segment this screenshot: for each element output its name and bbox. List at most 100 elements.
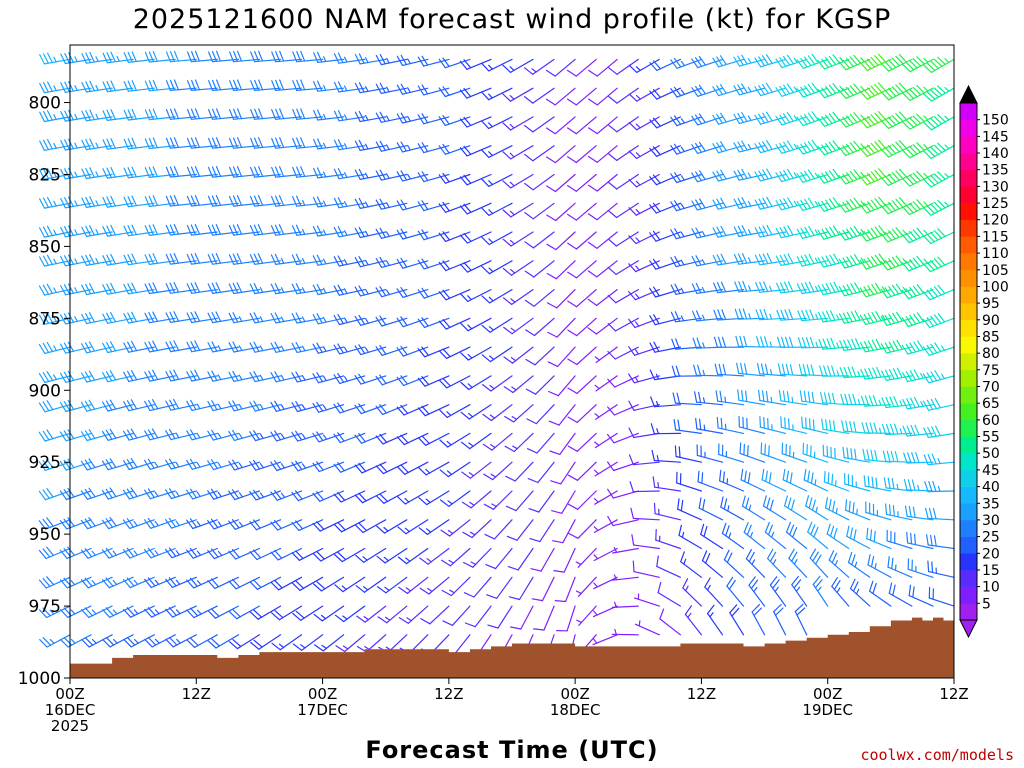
- x-tick-label: 00Z: [55, 685, 84, 703]
- wind-barb: [354, 285, 387, 297]
- wind-barb: [80, 429, 113, 442]
- wind-barb: [524, 173, 555, 191]
- colorbar-segment: [960, 336, 977, 354]
- wind-barb: [847, 551, 871, 578]
- colorbar-tick-label: 15: [982, 563, 1000, 579]
- wind-barb: [733, 140, 766, 153]
- wind-barb: [652, 476, 682, 492]
- colorbar-tick-label: 65: [982, 396, 1000, 412]
- wind-barb: [504, 404, 534, 423]
- wind-barb: [375, 198, 408, 210]
- wind-barb: [460, 404, 492, 420]
- wind-barb: [459, 87, 492, 99]
- colorbar-segment: [960, 503, 977, 521]
- colorbar-tick-label: 105: [982, 263, 1009, 279]
- wind-barb: [593, 519, 618, 534]
- wind-barb: [628, 346, 660, 356]
- colorbar-segment: [960, 203, 977, 221]
- wind-barb: [123, 282, 155, 295]
- wind-barb: [417, 432, 450, 446]
- wind-barb: [312, 283, 345, 296]
- wind-barb: [144, 253, 176, 265]
- wind-barb: [828, 550, 850, 578]
- colorbar-segment: [960, 269, 977, 287]
- wind-barb: [712, 141, 745, 154]
- wind-barb: [417, 258, 450, 270]
- wind-barb: [867, 554, 892, 578]
- credit-text: coolwx.com/models: [860, 746, 1014, 764]
- wind-barb: [607, 260, 639, 275]
- wind-barb: [165, 252, 197, 265]
- wind-barb: [396, 404, 429, 416]
- wind-barb: [440, 519, 471, 537]
- wind-barb: [818, 310, 850, 323]
- wind-barb: [228, 370, 260, 382]
- x-tick-label: 17DEC: [297, 701, 348, 719]
- wind-barb: [291, 224, 324, 236]
- wind-barb: [186, 253, 218, 265]
- colorbar-segment: [960, 369, 977, 387]
- wind-barb: [524, 202, 555, 220]
- x-tick-label: 12Z: [182, 685, 211, 703]
- wind-barb: [354, 110, 387, 123]
- wind-barb: [271, 605, 303, 621]
- wind-barb: [123, 51, 155, 64]
- wind-barb: [101, 370, 134, 383]
- wind-barb: [713, 336, 745, 348]
- wind-barb: [60, 80, 92, 93]
- wind-barb: [550, 461, 576, 485]
- wind-barb: [670, 256, 703, 268]
- wind-barb: [396, 112, 429, 124]
- wind-barb: [756, 363, 787, 377]
- colorbar-segment: [960, 386, 977, 404]
- wind-barb: [677, 498, 703, 521]
- wind-barb: [102, 282, 134, 295]
- wind-barb: [593, 490, 618, 505]
- colorbar-arrow-bottom: [959, 619, 978, 639]
- wind-barb: [880, 82, 913, 101]
- wind-barb: [122, 576, 155, 589]
- wind-barb: [101, 399, 134, 412]
- wind-barb: [922, 228, 955, 245]
- wind-barb: [923, 453, 955, 466]
- wind-barb: [123, 224, 155, 237]
- wind-barb: [355, 547, 387, 563]
- wind-barb: [334, 576, 366, 593]
- wind-barb: [553, 547, 576, 573]
- wind-barb: [773, 603, 787, 636]
- wind-barb: [739, 442, 766, 463]
- wind-barb: [228, 547, 260, 560]
- wind-barb: [144, 79, 176, 92]
- wind-barb: [291, 253, 324, 266]
- wind-barb: [880, 53, 913, 72]
- wind-barb: [461, 490, 492, 509]
- wind-barb: [81, 254, 113, 266]
- wind-barb: [186, 458, 218, 470]
- wind-barb: [228, 400, 260, 412]
- wind-barb: [207, 282, 239, 294]
- colorbar-segment: [960, 319, 977, 337]
- wind-barb: [207, 400, 239, 412]
- wind-barb: [594, 375, 618, 392]
- wind-barb: [880, 197, 913, 215]
- wind-barb: [207, 195, 239, 207]
- wind-barb: [693, 391, 724, 406]
- wind-barb: [842, 446, 871, 463]
- wind-barb: [567, 289, 597, 308]
- wind-barb: [165, 79, 197, 92]
- wind-barb: [567, 461, 597, 481]
- colorbar-segment: [960, 403, 977, 421]
- wind-barb: [481, 202, 513, 216]
- wind-barb: [712, 281, 745, 294]
- wind-barb: [812, 575, 829, 607]
- wind-barb: [186, 429, 218, 441]
- wind-barb: [634, 620, 660, 636]
- wind-barb: [846, 525, 871, 550]
- wind-barb: [650, 423, 682, 435]
- wind-barb: [611, 574, 639, 581]
- wind-barb: [375, 490, 408, 504]
- wind-barb: [249, 605, 282, 620]
- wind-barb: [165, 605, 197, 618]
- wind-barb: [376, 519, 408, 534]
- wind-barb: [102, 166, 134, 179]
